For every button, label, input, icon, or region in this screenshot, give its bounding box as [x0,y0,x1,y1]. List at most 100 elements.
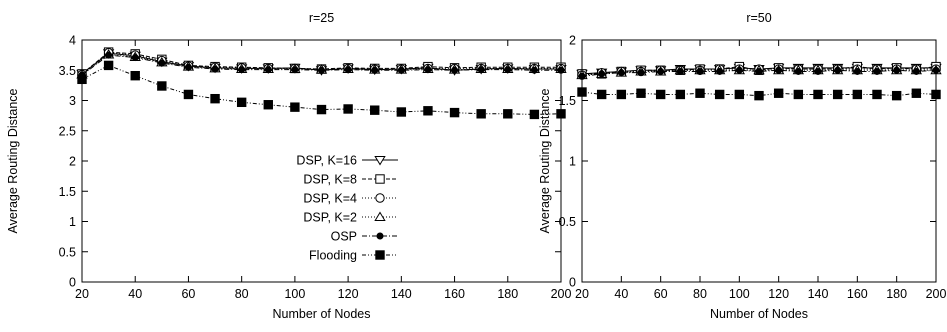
x-tick-label: 20 [575,287,589,301]
data-point [853,67,861,75]
data-point [834,66,842,74]
data-point [105,51,113,59]
data-point [370,105,380,115]
data-point [157,81,167,91]
legend-marker [376,232,384,240]
data-point [556,109,566,119]
data-point [617,69,625,77]
data-point [577,87,587,97]
legend-marker [374,156,386,166]
data-point [578,72,586,80]
x-tick-label: 80 [693,287,707,301]
legend-item: DSP, K=16 [296,154,398,168]
x-axis-label: Number of Nodes [273,307,371,321]
y-axis-label: Average Routing Distance [6,88,20,233]
data-point [503,109,513,119]
series-6 [577,87,941,101]
legend: DSP, K=16 DSP, K=8 DSP, K=4 DSP, K=2 OSP Floo… [296,154,398,263]
x-tick-label: 200 [926,287,947,301]
data-point [424,66,432,74]
chart-r50: r=50 0 0.5 1 1.5 2 20 40 60 80 100 120 140 160 180 200 N… [538,11,946,321]
data-point [158,59,166,67]
y-tick-label: 0 [69,276,76,290]
legend-marker [375,250,385,260]
x-tick-label: 100 [284,287,305,301]
series-6 [77,60,566,120]
data-point [318,66,325,74]
data-point [596,89,607,100]
data-point [530,66,538,74]
x-tick-label: 160 [847,287,868,301]
data-point [912,67,920,75]
legend-label: Flooding [309,249,357,263]
legend-item: DSP, K=8 [303,173,398,187]
data-point [211,65,219,73]
data-point [735,66,743,74]
data-point [238,66,246,74]
data-point [657,67,665,75]
y-tick-label: 3.5 [59,64,76,78]
data-point [676,67,684,75]
data-point [852,89,863,100]
data-point [773,88,784,98]
y-tick-label: 1 [569,155,576,169]
data-point [210,93,220,104]
y-axis-label: Average Routing Distance [538,88,552,233]
x-tick-label: 60 [181,287,195,301]
x-tick-label: 140 [391,287,412,301]
data-point [813,89,823,100]
data-point [423,106,433,116]
data-point [893,66,901,74]
data-point [695,88,705,98]
legend-label: OSP [331,230,357,244]
legend-label: DSP, K=16 [296,154,357,168]
data-point [911,88,922,98]
data-point [184,63,192,71]
series-1 [76,49,567,80]
data-point [263,100,273,110]
data-point [716,67,724,75]
x-tick-label: 120 [338,287,359,301]
data-point [832,89,843,100]
y-tick-label: 2 [69,155,76,169]
data-point [931,89,941,100]
x-tick-label: 120 [768,287,789,301]
x-tick-label: 40 [614,287,628,301]
y-tick-label: 3 [69,94,76,108]
data-point [754,90,764,101]
x-tick-label: 20 [75,287,89,301]
data-point [371,66,379,74]
data-point [714,89,725,100]
x-tick-label: 40 [128,287,142,301]
legend-label: DSP, K=8 [303,173,357,187]
series-5 [78,51,565,79]
data-point [637,69,645,77]
data-point [343,104,353,114]
x-tick-label: 180 [886,287,907,301]
data-point [183,89,194,100]
legend-item: OSP [331,230,398,244]
data-point [616,89,627,100]
legend-marker [374,211,386,221]
x-tick-label: 180 [497,287,518,301]
x-tick-label: 80 [235,287,249,301]
y-tick-label: 2 [569,34,576,48]
chart-title: r=25 [309,11,334,25]
legend-label: DSP, K=2 [303,211,357,225]
y-tick-label: 0.5 [559,215,576,229]
data-point [814,67,822,75]
data-point [872,89,882,100]
legend-marker [375,174,385,184]
series-5 [578,66,940,80]
x-tick-label: 140 [808,287,829,301]
data-point [636,88,646,98]
data-point [734,89,745,100]
legend-marker [375,193,385,203]
data-point [873,67,881,75]
legend-item: DSP, K=4 [303,192,398,206]
data-point [557,66,565,74]
x-tick-label: 100 [729,287,750,301]
y-tick-label: 1.5 [559,94,576,108]
